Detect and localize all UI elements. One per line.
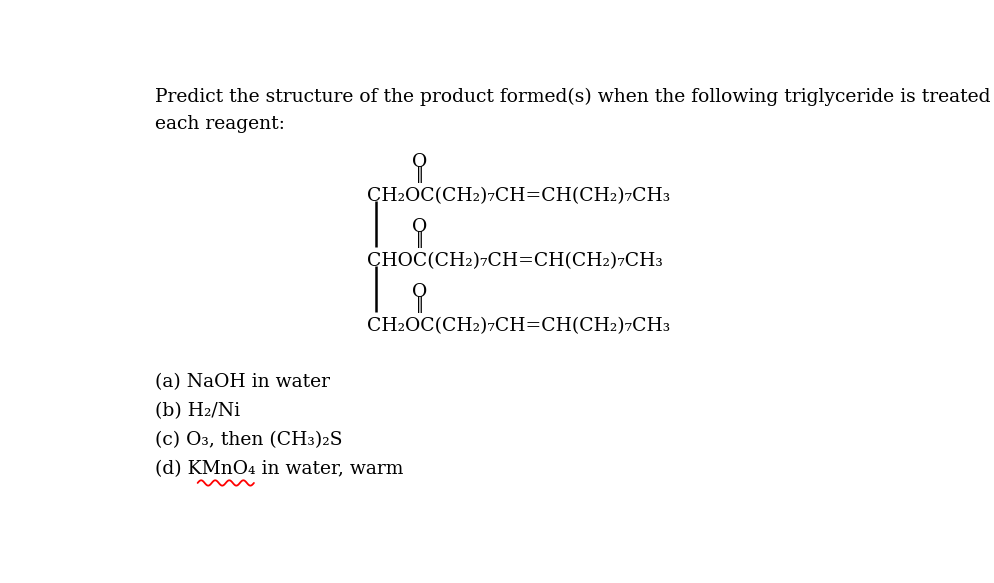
Text: ‖: ‖ [415, 296, 423, 313]
Text: CH₂OC(CH₂)₇CH=CH(CH₂)₇CH₃: CH₂OC(CH₂)₇CH=CH(CH₂)₇CH₃ [367, 187, 670, 205]
Text: (a) NaOH in water: (a) NaOH in water [155, 373, 330, 391]
Text: O: O [412, 283, 426, 301]
Text: CHOC(CH₂)₇CH=CH(CH₂)₇CH₃: CHOC(CH₂)₇CH=CH(CH₂)₇CH₃ [367, 252, 662, 270]
Text: (d) KMnO₄ in water, warm: (d) KMnO₄ in water, warm [155, 461, 404, 479]
Text: Predict the structure of the product formed(s) when the following triglyceride i: Predict the structure of the product for… [155, 88, 994, 132]
Text: O: O [412, 218, 426, 236]
Text: (c) O₃, then (CH₃)₂S: (c) O₃, then (CH₃)₂S [155, 431, 342, 449]
Text: ‖: ‖ [415, 231, 423, 248]
Text: O: O [412, 153, 426, 171]
Text: (b) H₂/Ni: (b) H₂/Ni [155, 402, 241, 420]
Text: ‖: ‖ [415, 166, 423, 183]
Text: CH₂OC(CH₂)₇CH=CH(CH₂)₇CH₃: CH₂OC(CH₂)₇CH=CH(CH₂)₇CH₃ [367, 317, 670, 335]
